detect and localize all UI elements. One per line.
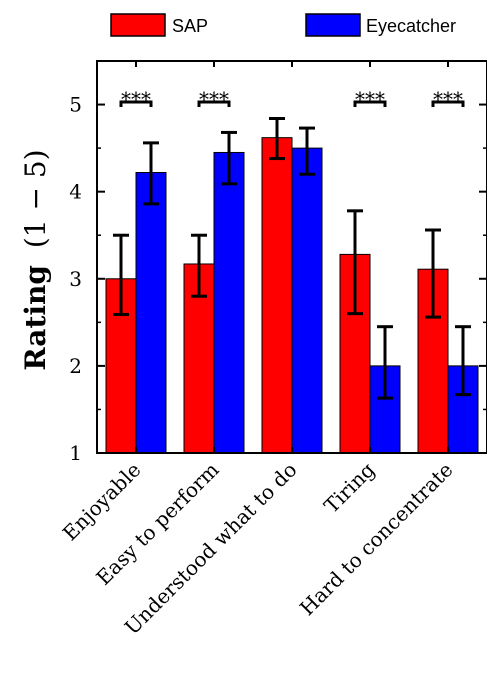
legend-swatch-sap	[110, 13, 166, 37]
y-tick-label: 5	[69, 93, 82, 117]
y-axis-label-range: (1 − 5)	[19, 149, 52, 248]
legend-label-eyecatcher: Eyecatcher	[366, 16, 456, 36]
significance-bracket	[353, 100, 387, 107]
significance-bracket	[431, 100, 465, 107]
legend-swatch-eyecatcher	[305, 13, 361, 37]
significance-label: ***	[121, 87, 151, 111]
significance-label: ***	[199, 87, 229, 111]
bar-sap-3	[261, 137, 293, 454]
bar-eyecatcher-1	[135, 172, 167, 454]
legend: SAP Eyecatcher	[110, 13, 456, 37]
bar-eyecatcher-3	[291, 147, 323, 454]
y-axis: 1 2 3 4 5	[69, 93, 487, 465]
x-category-label: Tiring	[319, 457, 380, 518]
significance-bracket	[119, 100, 153, 107]
significance-markers: *** *** *** ***	[119, 87, 465, 111]
bar-eyecatcher-2	[213, 151, 245, 454]
bars	[105, 137, 479, 454]
plot-frame	[96, 60, 487, 454]
legend-label-sap: SAP	[172, 16, 208, 36]
y-tick-label: 4	[69, 180, 82, 204]
significance-label: ***	[433, 87, 463, 111]
y-tick-label: 1	[69, 441, 82, 465]
significance-bracket	[197, 100, 231, 107]
y-tick-label: 3	[69, 267, 82, 291]
x-category-label: Hard to concentrate	[295, 458, 458, 621]
y-axis-label-main: Rating	[19, 265, 52, 371]
error-bars	[113, 116, 471, 400]
y-tick-label: 2	[69, 354, 82, 378]
y-axis-label: Rating (1 − 5)	[19, 149, 52, 370]
significance-label: ***	[355, 87, 385, 111]
